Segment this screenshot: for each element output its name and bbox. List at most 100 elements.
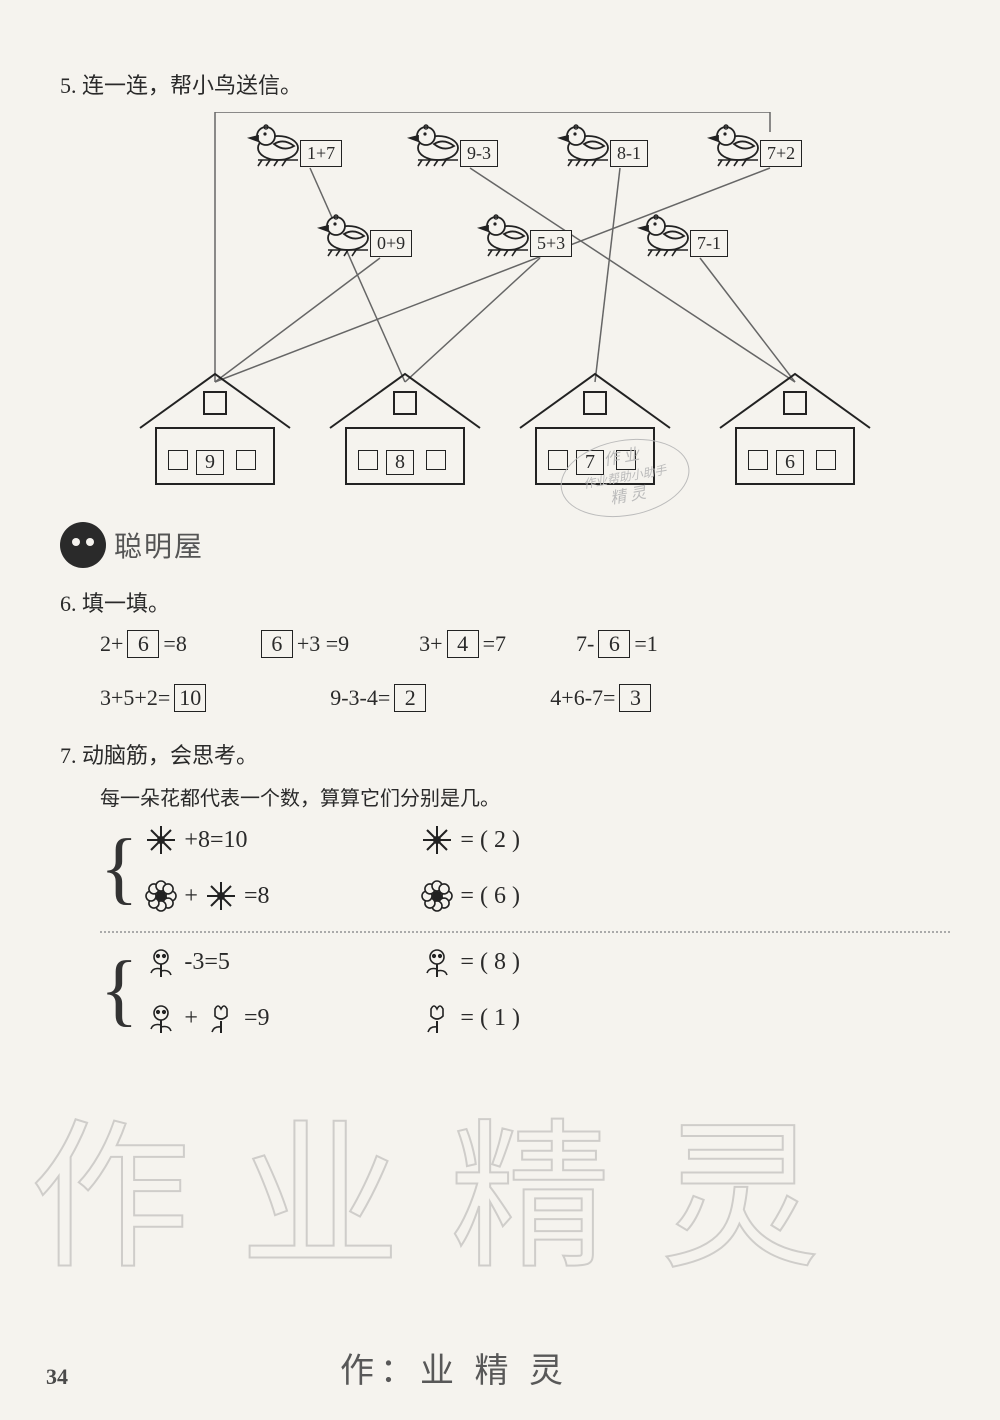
bird-3: 7+2 [710, 122, 830, 182]
q6-ans-0-2: 4 [447, 630, 479, 658]
bird-expr-0: 1+7 [300, 140, 342, 167]
q7-subtitle: 每一朵花都代表一个数，算算它们分别是几。 [100, 782, 940, 811]
bird-expr-1: 9-3 [460, 140, 498, 167]
bird-1: 9-3 [410, 122, 530, 182]
q6-cell-0-1: 6+3 =9 [257, 630, 349, 658]
q6-pre-0-2: 3+ [419, 631, 442, 657]
flower-leafy-icon [420, 945, 454, 979]
q6-ans-0-0: 6 [127, 630, 159, 658]
flower-star-icon [144, 823, 178, 857]
q5-title: 5. 连一连，帮小鸟送信。 [60, 68, 940, 100]
house-window-r-1 [426, 450, 446, 470]
q7-answer: 8 [494, 949, 506, 976]
page-number: 34 [46, 1364, 68, 1390]
q7-text: ) [512, 827, 520, 854]
house-0: 9 [130, 362, 300, 492]
bottom-handwriting: 作：业 精 灵 [340, 1343, 569, 1392]
q7-line-0-1: + =8 = (6) [144, 879, 520, 913]
section-badge: 聪明屋 [60, 522, 940, 568]
q6-ans-1-1: 2 [394, 684, 426, 712]
badge-text: 聪明屋 [114, 525, 204, 565]
bird-4: 0+9 [320, 212, 440, 272]
q7-area: { +8=10 = (2)+ =8= (6){ -3=5 = (8) + [100, 823, 950, 1035]
q6-row-0: 2+6=86+3 =93+4=77-6=1 [100, 630, 940, 658]
bird-expr-2: 8-1 [610, 140, 648, 167]
flower-daisy-icon [144, 879, 178, 913]
q6-pre-1-0: 3+5+2= [100, 685, 170, 711]
apple-icon [60, 522, 106, 568]
q6-cell-0-0: 2+6=8 [100, 630, 187, 658]
q6-pre-1-2: 4+6-7= [550, 685, 615, 711]
bird-expr-5: 5+3 [530, 230, 572, 257]
bird-6: 7-1 [640, 212, 760, 272]
q6-grid: 2+6=86+3 =93+4=77-6=13+5+2=109-3-4=24+6-… [100, 630, 940, 712]
q7-text: = ( [460, 883, 488, 910]
q7-text: + [184, 1005, 198, 1032]
bird-5: 5+3 [480, 212, 600, 272]
q7-answer: 2 [494, 827, 506, 854]
q7-text: -3=5 [184, 949, 230, 976]
flower-leafy-icon [144, 1001, 178, 1035]
q6-cell-0-2: 3+4=7 [419, 630, 506, 658]
bird-0: 1+7 [250, 122, 370, 182]
q7-line-1-1: + =9 = (1) [144, 1001, 520, 1035]
bird-expr-6: 7-1 [690, 230, 728, 257]
q6-title: 6. 填一填。 [60, 586, 940, 618]
flower-tulip-icon [420, 1001, 454, 1035]
q7-text: = ( [460, 1005, 488, 1032]
q7-text: ) [512, 883, 520, 910]
house-window-r-0 [236, 450, 256, 470]
q7-title: 7. 动脑筋，会思考。 [60, 738, 940, 770]
house-num-3: 6 [776, 450, 804, 475]
q7-text: =8 [244, 883, 270, 910]
q6-pre-0-3: 7- [576, 631, 594, 657]
q6-post-0-2: =7 [483, 631, 506, 657]
q7-answer: 1 [494, 1005, 506, 1032]
q6-pre-0-0: 2+ [100, 631, 123, 657]
house-window-l-0 [168, 450, 188, 470]
bird-expr-4: 0+9 [370, 230, 412, 257]
house-num-1: 8 [386, 450, 414, 475]
q7-answer: 6 [494, 883, 506, 910]
q7-text: ) [512, 949, 520, 976]
q7-line-0-0: +8=10 = (2) [144, 823, 520, 857]
q6-ans-1-0: 10 [174, 684, 206, 712]
q6-pre-1-1: 9-3-4= [330, 685, 390, 711]
q7-group-0: { +8=10 = (2)+ =8= (6) [100, 823, 950, 913]
q7-group-1: { -3=5 = (8) + =9 = (1) [100, 945, 950, 1035]
q6-post-0-1: +3 =9 [297, 631, 349, 657]
q7-divider [100, 931, 950, 933]
q6-ans-1-2: 3 [619, 684, 651, 712]
house-num-0: 9 [196, 450, 224, 475]
q7-text: + [184, 883, 198, 910]
q5-diagram: 1+7 9-3 8-1 [110, 112, 910, 492]
q7-text: = ( [460, 827, 488, 854]
q6-cell-1-0: 3+5+2=10 [100, 684, 210, 712]
q6-post-0-0: =8 [163, 631, 186, 657]
q7-text: +8=10 [184, 827, 247, 854]
q6-row-1: 3+5+2=10 9-3-4=2 4+6-7=3 [100, 684, 940, 712]
brace-icon-1: { [100, 955, 138, 1025]
house-3: 6 [710, 362, 880, 492]
house-1: 8 [320, 362, 490, 492]
big-watermark: 作业精灵 [30, 1068, 870, 1300]
q6-ans-0-1: 6 [261, 630, 293, 658]
brace-icon-0: { [100, 833, 138, 903]
house-window-l-2 [548, 450, 568, 470]
flower-star-icon [204, 879, 238, 913]
house-window-l-3 [748, 450, 768, 470]
q7-text: =9 [244, 1005, 270, 1032]
flower-leafy-icon [144, 945, 178, 979]
q7-text: = ( [460, 949, 488, 976]
house-window-l-1 [358, 450, 378, 470]
bird-expr-3: 7+2 [760, 140, 802, 167]
house-window-r-3 [816, 450, 836, 470]
bird-2: 8-1 [560, 122, 680, 182]
q6-cell-1-1: 9-3-4=2 [330, 684, 430, 712]
q6-ans-0-3: 6 [598, 630, 630, 658]
flower-daisy-icon [420, 879, 454, 913]
q6-cell-1-2: 4+6-7=3 [550, 684, 655, 712]
q6-cell-0-3: 7-6=1 [576, 630, 658, 658]
q7-line-1-0: -3=5 = (8) [144, 945, 520, 979]
flower-star-icon [420, 823, 454, 857]
